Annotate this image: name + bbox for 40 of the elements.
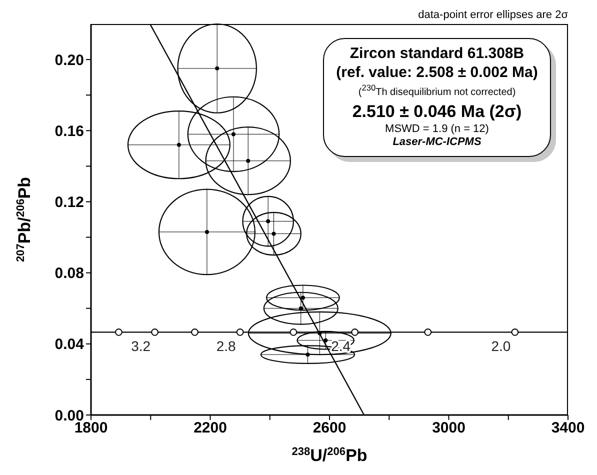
point xyxy=(300,296,305,300)
point xyxy=(424,328,432,336)
x-axis-title: $^{238}$U/$^{206}$Pb xyxy=(292,446,368,465)
x-tick-label: 3000 xyxy=(432,420,466,437)
annotation: 3.2 xyxy=(131,338,151,354)
point xyxy=(191,328,198,336)
point xyxy=(232,132,236,136)
annotation: Laser-MC-ICPMS xyxy=(392,136,482,148)
annotation: ($^{230}$Th disequilibrium not corrected) xyxy=(358,82,516,98)
point xyxy=(115,328,122,336)
point xyxy=(324,338,328,342)
y-tick-label: 0.16 xyxy=(54,122,84,140)
point xyxy=(306,352,310,357)
y-tick-label: 0.08 xyxy=(54,265,84,282)
point xyxy=(298,306,303,310)
x-tick-label: 3400 xyxy=(551,420,585,437)
point xyxy=(204,230,209,234)
point xyxy=(176,142,181,147)
annotation: 2.8 xyxy=(216,338,236,354)
point xyxy=(511,328,519,336)
annotation: MSWD = 1.9 (n = 12) xyxy=(385,122,489,135)
text: data-point error ellipses are 2σ xyxy=(418,9,568,21)
point xyxy=(272,232,276,236)
annotation: 2.510 ± 0.046 Ma (2σ) xyxy=(352,102,522,122)
x-tick-label: 2600 xyxy=(312,420,346,437)
x-tick-label: 2200 xyxy=(194,420,227,437)
point xyxy=(246,158,250,163)
point xyxy=(236,328,244,336)
point xyxy=(351,328,359,336)
y-tick-label: 0.20 xyxy=(54,52,84,69)
y-tick-label: 0.12 xyxy=(54,194,84,212)
point xyxy=(215,66,220,70)
annotation: Zircon standard 61.308B xyxy=(350,45,524,62)
y-tick-label: 0.04 xyxy=(54,336,85,354)
point xyxy=(318,331,322,336)
annotation: 2.0 xyxy=(491,338,511,354)
annotation: (ref. value: 2.508 ± 0.002 Ma) xyxy=(336,64,538,81)
point xyxy=(151,328,158,336)
point xyxy=(290,328,298,336)
x-tick-label: 1800 xyxy=(74,420,108,437)
